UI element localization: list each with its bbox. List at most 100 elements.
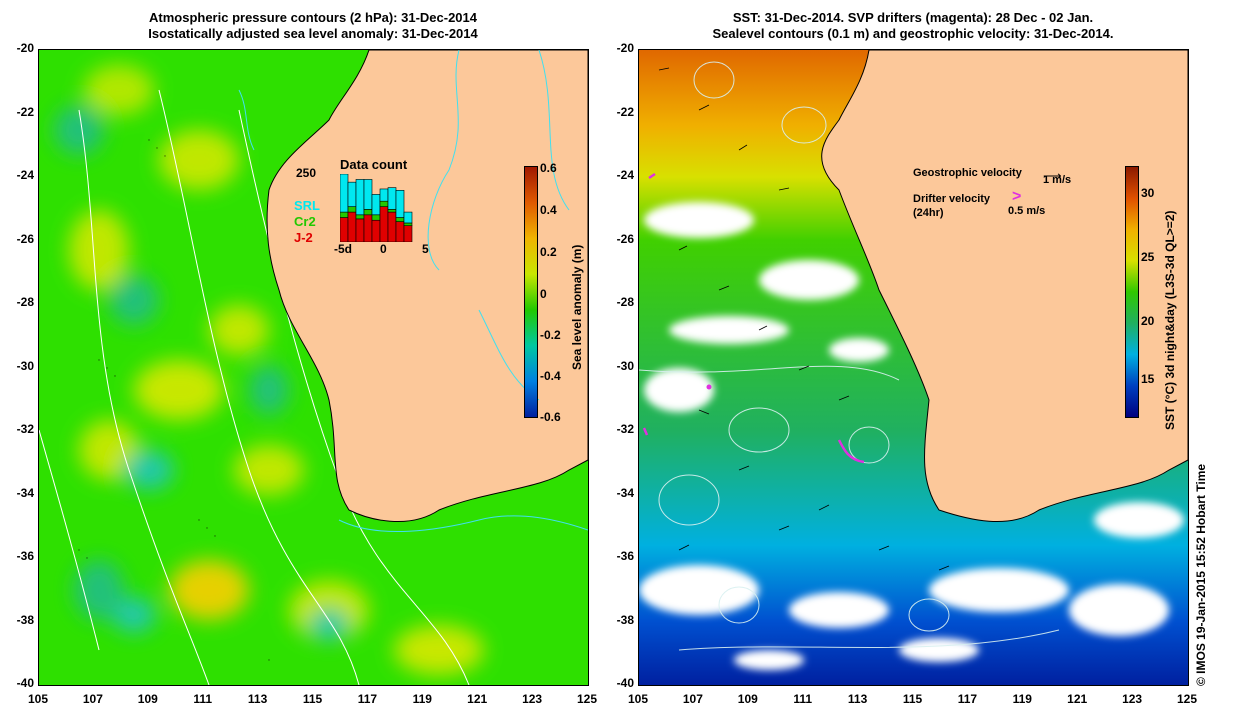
- right-lat-tick: -20: [616, 41, 634, 55]
- sst-colorbar: [1125, 166, 1139, 418]
- sst-tick-2: 20: [1141, 314, 1155, 328]
- drifter-velocity-label: Drifter velocity: [913, 193, 991, 205]
- inset-bar-j2: [363, 214, 373, 242]
- sst-colorbar-label: SST (°C) 3d night&day (L3S-3d QL>=2): [1163, 210, 1177, 431]
- right-lat-tick: -24: [616, 168, 634, 182]
- right-lat-tick: -40: [616, 676, 634, 690]
- right-map-canvas: [639, 50, 1188, 685]
- right-lon-tick: 119: [1012, 692, 1032, 706]
- right-lat-tick: -28: [616, 295, 634, 309]
- left-lat-tick: -32: [16, 422, 34, 436]
- left-title-line2: Isostatically adjusted sea level anomaly…: [148, 26, 478, 41]
- left-lat-tick: -30: [16, 358, 34, 373]
- left-lon-tick: 119: [412, 692, 432, 706]
- left-lat-tick: -22: [16, 104, 34, 119]
- inset-xtick-0: -5d: [334, 242, 352, 256]
- right-title-line1: SST: 31-Dec-2014. SVP drifters (magenta)…: [732, 10, 1094, 25]
- inset-series-srl: SRL: [294, 198, 320, 213]
- inset-bar-srl: [379, 188, 389, 202]
- right-lon-tick: 115: [902, 692, 923, 706]
- left-lon-tick: 115: [302, 692, 323, 706]
- sst-tick-1: 25: [1141, 250, 1155, 264]
- inset-bar-j2: [395, 221, 405, 242]
- geo-velocity-scale: 1 m/s: [1043, 174, 1072, 186]
- drifter-velocity-sub: (24hr): [913, 207, 944, 219]
- right-lon-tick: 109: [737, 692, 758, 706]
- geo-velocity-arrow-icon: ⟶: [1043, 168, 1062, 183]
- inset-series-cr2: Cr2: [294, 214, 316, 229]
- right-lat-tick: -22: [616, 104, 634, 119]
- right-lon-tick: 105: [627, 692, 649, 706]
- right-lon-tick: 121: [1067, 692, 1088, 706]
- left-lat-tick: -38: [16, 612, 34, 627]
- sla-tick-1: 0.4: [540, 203, 557, 217]
- left-lat-tick: -24: [16, 168, 34, 182]
- inset-bar-srl: [387, 187, 397, 210]
- inset-bar-j2: [403, 225, 413, 242]
- left-lat-tick: -20: [16, 41, 34, 55]
- drifter-velocity-scale: 0.5 m/s: [1008, 205, 1046, 217]
- right-title-line2: Sealevel contours (0.1 m) and geostrophi…: [712, 26, 1114, 41]
- sla-tick-3: 0: [540, 287, 547, 301]
- inset-bar-srl: [371, 194, 381, 216]
- right-lat-tick: -36: [616, 549, 634, 563]
- inset-bar-cr2: [363, 209, 373, 216]
- inset-bar-j2: [340, 217, 349, 242]
- left-lon-tick: 125: [576, 692, 598, 706]
- right-lon-tick: 125: [1176, 692, 1198, 706]
- sst-tick-0: 30: [1141, 186, 1155, 200]
- right-lon-tick: 107: [682, 692, 703, 706]
- inset-xtick-1: 0: [380, 242, 387, 256]
- sea-level-colorbar: [524, 166, 538, 418]
- sea-level-anomaly-map[interactable]: [38, 49, 589, 686]
- inset-bar-j2: [355, 218, 365, 242]
- imos-credit: © IMOS 19-Jan-2015 15:52 Hobart Time: [1194, 463, 1208, 686]
- right-lon-tick: 113: [847, 692, 868, 706]
- inset-bar-cr2: [387, 209, 397, 213]
- left-title-line1: Atmospheric pressure contours (2 hPa): 3…: [149, 10, 477, 25]
- right-lat-tick: -38: [616, 612, 634, 627]
- data-count-inset: Data count 250 SRL Cr2 J-2 -5d 0 5: [294, 157, 440, 260]
- inset-bar-cr2: [371, 214, 381, 221]
- left-map-canvas: [39, 50, 588, 685]
- left-lon-tick: 121: [467, 692, 488, 706]
- inset-bar-cr2: [355, 214, 365, 220]
- inset-bar-srl: [363, 179, 373, 210]
- left-lat-tick: -26: [16, 231, 34, 246]
- inset-bar-j2: [379, 206, 389, 242]
- sst-map[interactable]: [638, 49, 1189, 686]
- left-lon-tick: 109: [137, 692, 158, 706]
- left-lat-tick: -34: [16, 485, 34, 500]
- inset-bar-srl: [395, 190, 405, 218]
- inset-bar-j2: [371, 219, 381, 242]
- australia-land-left: [266, 50, 588, 523]
- sla-tick-4: -0.2: [540, 328, 561, 342]
- right-lon-tick: 111: [793, 692, 813, 706]
- inset-bar-j2: [347, 211, 357, 242]
- sla-tick-5: -0.4: [540, 369, 561, 383]
- inset-max-label: 250: [296, 166, 317, 180]
- left-lat-tick: -36: [16, 549, 34, 563]
- left-lon-tick: 107: [82, 692, 103, 706]
- inset-bar-cr2: [347, 206, 357, 213]
- left-lon-tick: 113: [247, 692, 268, 706]
- inset-bar-srl: [347, 181, 357, 207]
- left-lon-tick: 105: [27, 692, 49, 706]
- inset-bar-cr2: [403, 222, 413, 226]
- inset-bar-srl: [340, 174, 349, 213]
- inset-bar-j2: [387, 211, 397, 242]
- inset-title: Data count: [340, 157, 408, 172]
- australia-land-right: [821, 50, 1188, 522]
- right-lat-tick: -30: [616, 358, 634, 373]
- inset-bar-cr2: [379, 200, 389, 207]
- left-lon-tick: 111: [193, 692, 213, 706]
- right-lat-tick: -34: [616, 485, 634, 500]
- geo-velocity-label: Geostrophic velocity: [913, 167, 1022, 179]
- left-lon-tick: 123: [522, 692, 543, 706]
- right-lat-tick: -26: [616, 231, 634, 246]
- inset-xtick-2: 5: [422, 242, 429, 256]
- sla-tick-2: 0.2: [540, 245, 557, 259]
- inset-bar-srl: [355, 179, 365, 216]
- sla-colorbar-label: Sea level anomaly (m): [570, 244, 584, 370]
- drifter-arrow-icon: >: [1012, 188, 1022, 205]
